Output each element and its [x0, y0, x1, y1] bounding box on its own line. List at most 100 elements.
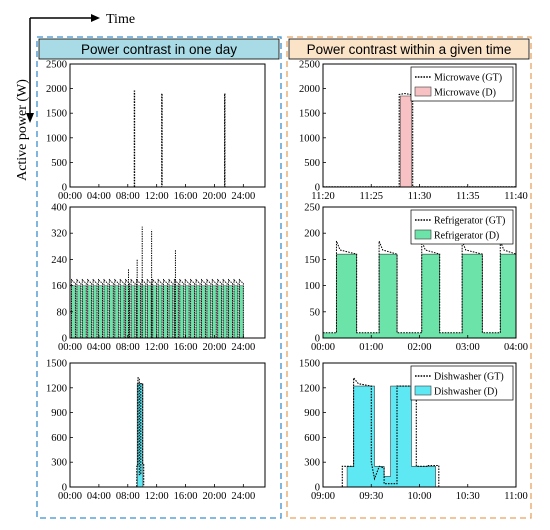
left-header: Power contrast in one day: [81, 42, 237, 57]
x-tick-label: 11:00: [504, 491, 528, 502]
x-tick-label: 20:00: [202, 491, 226, 502]
x-tick-label: 04:00: [87, 491, 111, 502]
fridge-cycle-gt: [168, 278, 174, 338]
fridge-cycle-bar: [152, 285, 157, 339]
fridge-cycle-bar: [195, 285, 201, 339]
y-tick-label: 300: [51, 458, 67, 469]
x-tick-label: 16:00: [174, 342, 198, 353]
fridge-cycle-gt: [184, 278, 190, 338]
y-tick-label: 0: [315, 334, 320, 345]
fridge-cycle-bar: [163, 285, 168, 339]
y-tick-label: 0: [62, 483, 67, 494]
y-tick-label: 0: [315, 183, 320, 194]
fridge-cycle-gt: [222, 278, 228, 338]
fridge-cycle-bar: [130, 285, 136, 339]
left-header-box: [38, 38, 280, 60]
fridge-on-bar: [336, 253, 357, 339]
legend-d-swatch: [414, 385, 432, 396]
fridge-cycle-gt: [233, 278, 239, 338]
fridge-cycle-gt: [179, 278, 185, 338]
y-tick-label: 320: [51, 229, 67, 240]
x-tick-label: 20:00: [202, 191, 226, 202]
fridge-cycle-gt: [114, 278, 120, 338]
y-tick-label: 100: [304, 281, 320, 292]
x-tick-label: 00:00: [58, 342, 82, 353]
y-tick-label: 50: [310, 307, 321, 318]
x-tick-label: 08:00: [116, 191, 140, 202]
y-tick-label: 1000: [46, 133, 67, 144]
y-tick-label: 1500: [299, 109, 320, 120]
x-tick-label: 00:00: [58, 191, 82, 202]
plot-frame: [69, 206, 266, 339]
y-tick-label: 1500: [299, 359, 320, 370]
x-tick-label: 00:00: [311, 342, 335, 353]
y-tick-label: 900: [304, 408, 320, 419]
y-tick-label: 2500: [299, 60, 320, 71]
y-tick-label: 2000: [46, 84, 67, 95]
x-tick-label: 11:35: [456, 191, 480, 202]
x-tick-label: 00:00: [58, 491, 82, 502]
fridge-gt-line: [323, 240, 517, 334]
fridge-cycle-gt: [76, 278, 82, 338]
y-tick-label: 1000: [299, 133, 320, 144]
fridge-cycle-bar: [233, 285, 239, 339]
fridge-on-bar: [378, 253, 398, 339]
chart-day-microwave: 0 500 1000 1500 2000 2500 00:00 04:00 08:00 12:00…: [46, 60, 266, 202]
y-tick-label: 1500: [46, 109, 67, 120]
y-tick-label: 500: [304, 158, 320, 169]
x-tick-label: 08:00: [116, 342, 140, 353]
fridge-cycle-bar: [157, 285, 163, 339]
x-tick-label: 03:00: [456, 342, 480, 353]
x-tick-label: 04:00: [504, 342, 528, 353]
x-tick-label: 16:00: [174, 191, 198, 202]
fridge-cycle-bar: [109, 285, 114, 339]
fridge-cycle-bar: [114, 285, 119, 339]
fridge-cycle-bar: [119, 285, 125, 339]
time-label: Time: [106, 12, 135, 27]
y-tick-label: 0: [315, 483, 320, 494]
x-tick-label: 12:00: [145, 491, 169, 502]
y-tick-label: 1200: [299, 383, 320, 394]
x-tick-label: 09:00: [311, 491, 335, 502]
x-tick-label: 04:00: [87, 191, 111, 202]
legend-d-label: Microwave (D): [434, 88, 496, 99]
y-tick-label: 160: [51, 281, 67, 292]
y-tick-label: 240: [51, 255, 67, 266]
fridge-cycle-gt: [135, 278, 141, 338]
fridge-cycle-gt: [157, 278, 163, 338]
y-tick-label: 1200: [46, 383, 67, 394]
fridge-cycle-bar: [212, 285, 217, 339]
fridge-cycle-bar: [190, 285, 195, 339]
x-tick-label: 11:30: [408, 191, 432, 202]
fridge-cycle-gt: [211, 278, 217, 338]
fridge-cycle-gt: [92, 278, 98, 338]
legend-gt-label: Microwave (GT): [434, 73, 502, 84]
y-tick-label: 900: [51, 408, 67, 419]
fridge-cycle-gt: [200, 278, 206, 338]
fridge-cycle-gt: [146, 278, 152, 338]
chart-day-dishwasher: 0 300 600 900 1200 1500 00:00 04:00 08:00 12:00 16…: [46, 359, 266, 502]
legend-gt-label: Refrigerator (GT): [434, 216, 505, 227]
fridge-cycle-gt: [195, 278, 201, 338]
fridge-cycle-bar: [206, 285, 212, 339]
chart-day-refrigerator: 0 80 160 240 320 400 00:00 04:00 08:00 12:00 16:00…: [51, 203, 266, 353]
fridge-cycle-gt: [108, 278, 114, 338]
plot-area: [70, 363, 265, 487]
fridge-cycle-gt: [70, 278, 76, 338]
y-tick-label: 0: [62, 183, 67, 194]
fridge-cycle-gt: [217, 278, 223, 338]
series-gt-line: [70, 90, 265, 188]
right-header-box: [288, 38, 530, 60]
plot-frame: [69, 362, 266, 488]
x-tick-label: 24:00: [231, 491, 255, 502]
fridge-cycle-gt: [173, 278, 179, 338]
fridge-cycle-gt: [228, 278, 233, 338]
x-tick-label: 11:20: [311, 191, 335, 202]
y-tick-label: 0: [62, 334, 67, 345]
x-tick-label: 12:00: [145, 191, 169, 202]
time-arrow: [26, 14, 100, 123]
left-column-frame: [36, 36, 282, 519]
fridge-cycle-bar: [82, 285, 87, 339]
fridge-cycle-bar: [87, 285, 92, 339]
